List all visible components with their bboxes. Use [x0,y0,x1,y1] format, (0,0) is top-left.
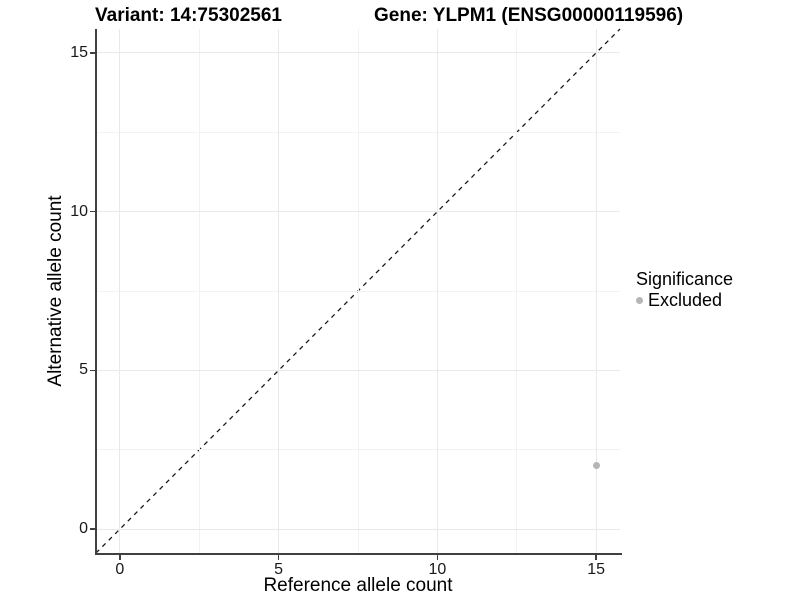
x-tick-mark [277,554,280,560]
legend: Significance Excluded [636,269,733,310]
x-tick-label: 5 [274,561,284,578]
y-tick-label: 0 [79,520,88,538]
y-tick-mark [90,369,95,372]
x-major-gridline [119,29,121,553]
plot-title-gene: Gene: YLPM1 (ENSG00000119596) [374,5,684,26]
legend-entry-excluded: Excluded [636,290,733,310]
x-major-gridline [278,29,280,553]
y-tick-label: 10 [70,202,88,220]
y-major-gridline [96,528,620,530]
y-tick-mark [90,52,95,54]
y-axis-line [95,29,97,555]
x-axis-title: Reference allele count [263,575,453,596]
data-point [592,462,600,470]
legend-entry-label: Excluded [648,290,723,310]
x-tick-label: 10 [428,561,447,578]
x-tick-mark [436,554,439,560]
y-minor-gridline [96,131,620,133]
y-tick-mark [90,210,95,213]
y-major-gridline [96,211,620,213]
y-minor-gridline [96,290,620,292]
x-tick-label: 15 [587,561,606,578]
x-axis-line [95,553,622,555]
y-tick-label: 5 [79,361,88,379]
x-tick-label: 0 [115,561,125,578]
plot-panel [95,28,621,554]
legend-title: Significance [636,269,734,289]
legend-point-icon [636,296,643,304]
y-major-gridline [96,52,620,54]
y-tick-mark [90,528,95,530]
x-major-gridline [595,29,597,553]
x-major-gridline [436,29,438,553]
plot-title-variant: Variant: 14:75302561 [95,5,282,26]
y-axis-title: Alternative allele count [45,195,66,387]
y-tick-label: 15 [70,43,88,61]
x-tick-mark [119,554,121,560]
y-minor-gridline [96,449,620,451]
x-tick-mark [595,554,597,560]
y-major-gridline [96,369,620,371]
